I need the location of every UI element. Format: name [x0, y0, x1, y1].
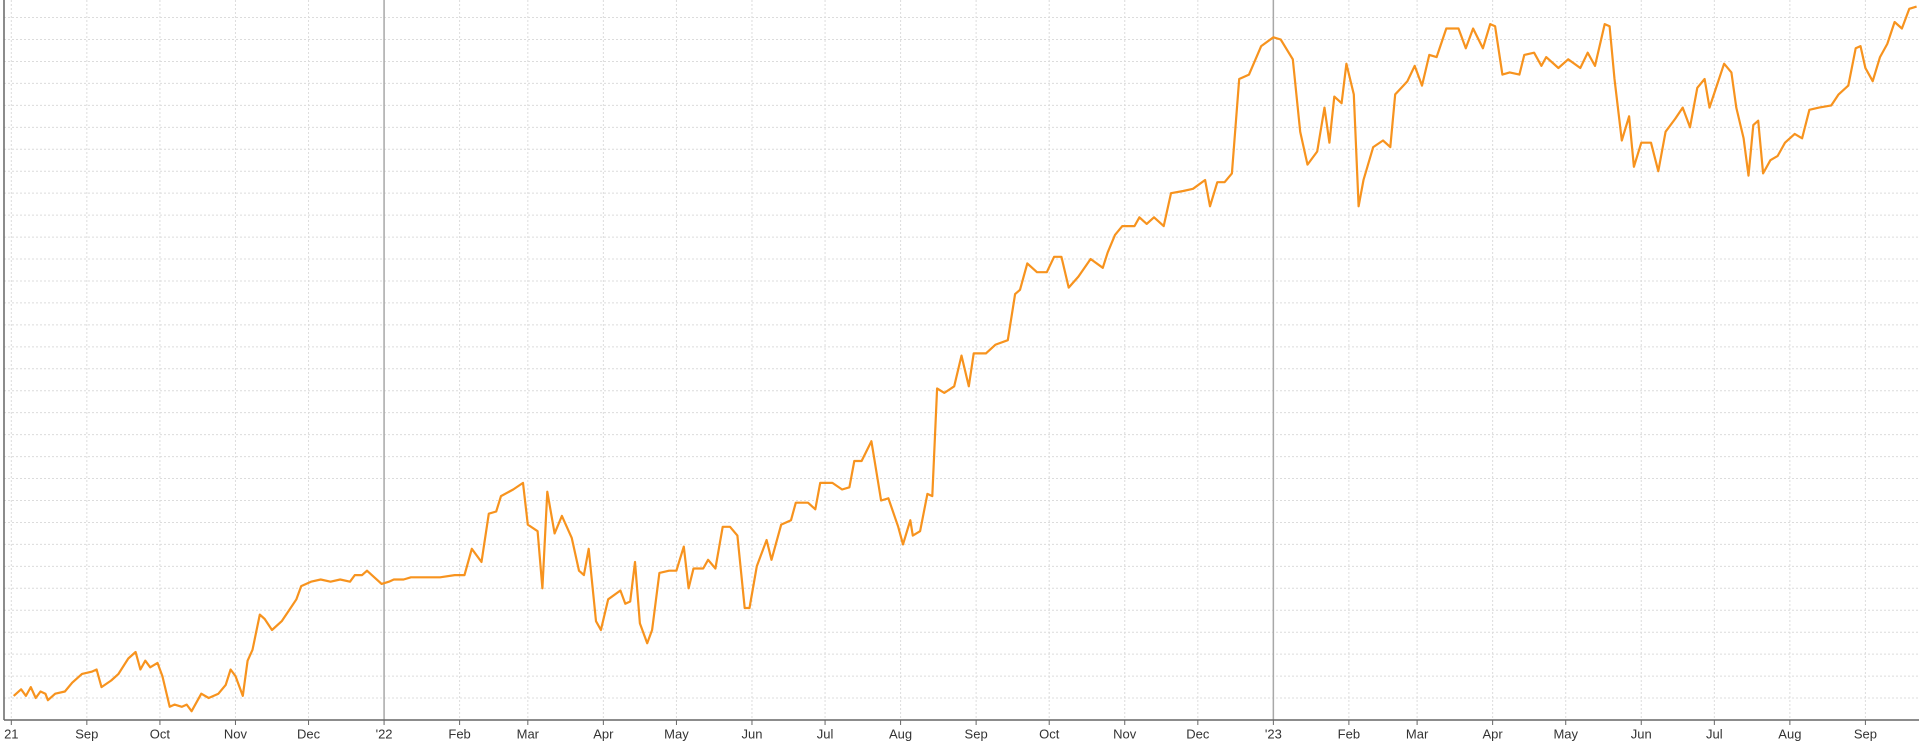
x-tick-label: Feb	[1338, 726, 1360, 741]
x-tick-label: Sep	[75, 726, 98, 741]
x-tick-label: Sep	[1854, 726, 1877, 741]
x-tick-label: Jul	[817, 726, 834, 741]
x-tick-label: Oct	[1039, 726, 1060, 741]
x-tick-label: Mar	[517, 726, 540, 741]
x-tick-label: Apr	[593, 726, 614, 741]
x-tick-label: Aug	[889, 726, 912, 741]
x-tick-label: Jun	[1631, 726, 1652, 741]
x-tick-label: Dec	[1186, 726, 1210, 741]
x-tick-label: Aug	[1778, 726, 1801, 741]
x-tick-label: Jul	[1706, 726, 1723, 741]
x-tick-label: 21	[4, 726, 18, 741]
x-tick-label: May	[1553, 726, 1578, 741]
x-tick-label: '23	[1265, 726, 1282, 741]
x-tick-label: Oct	[150, 726, 171, 741]
x-tick-label: Jun	[741, 726, 762, 741]
x-tick-label: Nov	[224, 726, 248, 741]
x-tick-label: Mar	[1406, 726, 1429, 741]
x-tick-label: Sep	[965, 726, 988, 741]
x-tick-label: Nov	[1113, 726, 1137, 741]
x-tick-label: Feb	[448, 726, 470, 741]
x-tick-label: Dec	[297, 726, 321, 741]
x-tick-label: '22	[376, 726, 393, 741]
x-tick-label: Apr	[1483, 726, 1504, 741]
data-line	[12, 5, 1917, 713]
x-tick-label: May	[664, 726, 689, 741]
